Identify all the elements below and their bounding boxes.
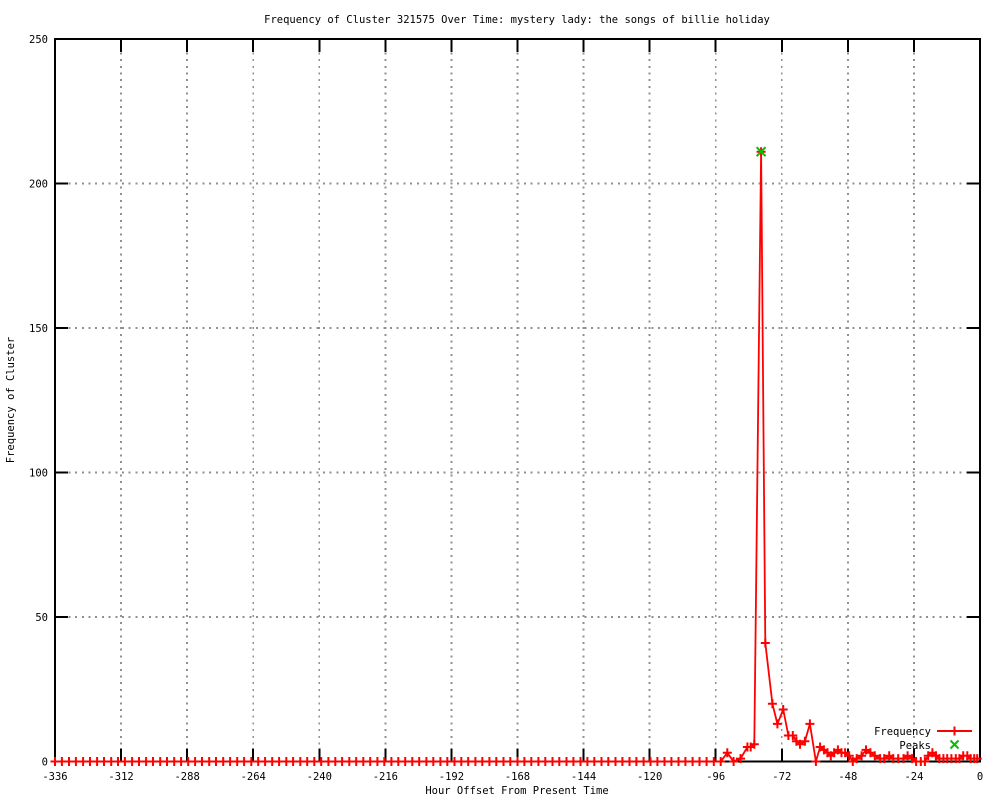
frequency-point-markers [50, 147, 982, 766]
x-tick-label: -96 [706, 771, 725, 783]
tick-labels: -336 -312 -288 -264 -240 -216 -192 -168 -144 -120… [29, 34, 983, 783]
data-series [50, 146, 982, 766]
x-tick-label: -264 [241, 771, 266, 783]
y-tick-label: 250 [29, 34, 48, 46]
legend: Frequency Peaks [874, 726, 972, 752]
y-tick-label: 200 [29, 179, 48, 191]
x-tick-label: -168 [505, 771, 530, 783]
legend-frequency-plus-icon [950, 726, 959, 736]
frequency-series [50, 147, 982, 766]
x-axis-label: Hour Offset From Present Time [425, 785, 608, 797]
y-tick-label: 0 [42, 757, 48, 769]
x-tick-label: -192 [439, 771, 464, 783]
legend-peaks-cross-icon [949, 739, 960, 750]
x-tick-label: -312 [108, 771, 133, 783]
y-tick-label: 50 [35, 612, 48, 624]
chart-title: Frequency of Cluster 321575 Over Time: m… [264, 14, 770, 26]
frequency-line [55, 151, 978, 763]
peaks-point-markers [755, 146, 767, 157]
x-tick-label: -48 [838, 771, 857, 783]
legend-frequency-label: Frequency [874, 726, 931, 738]
x-tick-label: -24 [904, 771, 923, 783]
y-axis-label: Frequency of Cluster [5, 337, 17, 463]
x-tick-label: -336 [42, 771, 67, 783]
y-tick-label: 100 [29, 468, 48, 480]
legend-peaks-label: Peaks [899, 740, 931, 752]
x-tick-label: -240 [307, 771, 332, 783]
x-tick-label: -216 [373, 771, 398, 783]
grid-lines [55, 39, 980, 762]
x-tick-label: 0 [977, 771, 983, 783]
y-tick-label: 150 [29, 323, 48, 335]
x-tick-label: -120 [637, 771, 662, 783]
peaks-series [755, 146, 767, 157]
x-tick-label: -144 [571, 771, 596, 783]
x-tick-label: -72 [772, 771, 791, 783]
x-tick-label: -288 [174, 771, 199, 783]
